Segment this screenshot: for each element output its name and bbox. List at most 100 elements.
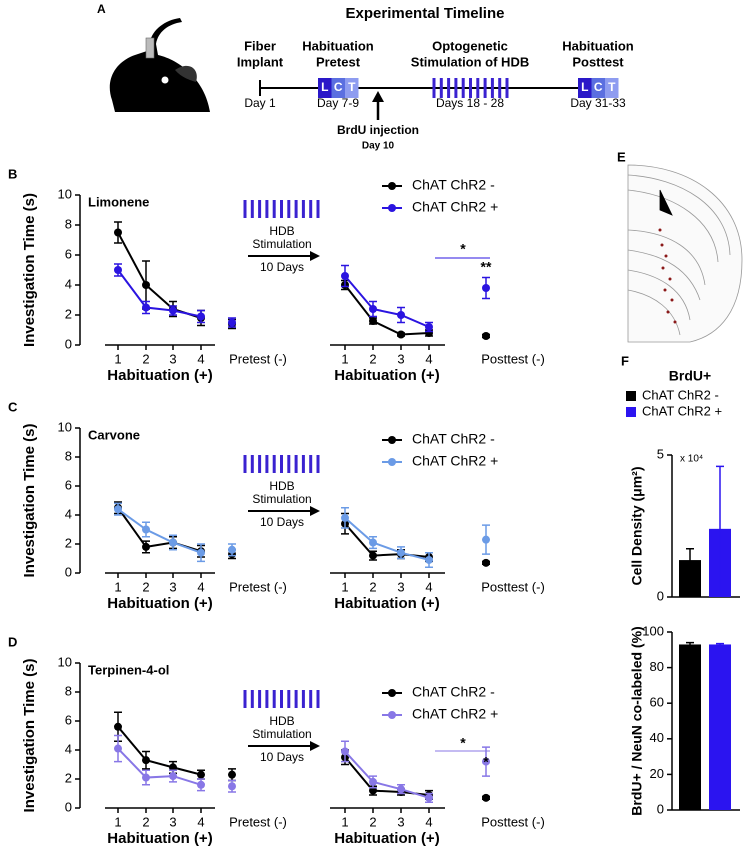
series-line [117, 507, 202, 553]
x-tick-label: Posttest (-) [481, 579, 545, 594]
chart-label: Terpinen-4-ol [88, 662, 169, 677]
x-tick-label: 3 [397, 579, 404, 594]
x-tick-label: 4 [425, 814, 432, 829]
data-point [482, 757, 490, 766]
data-point [197, 548, 205, 557]
test-letter: T [608, 80, 616, 94]
data-point [142, 525, 150, 534]
legend-label: ChAT ChR2 - [642, 387, 719, 402]
panel-label: D [8, 634, 17, 649]
legend-label: ChAT ChR2 + [642, 403, 722, 418]
y-tick-label: 2 [65, 770, 72, 785]
stimulation-label: Stimulation [252, 727, 311, 741]
y-axis-title: Investigation Time (s) [21, 424, 38, 578]
chart-label: Limonene [88, 194, 149, 209]
x-tick-label: 3 [169, 351, 176, 366]
x-group-label: Habituation (+) [334, 367, 439, 384]
bar [709, 644, 731, 810]
mouse-illustration [109, 18, 210, 112]
y-tick-label: 6 [65, 477, 72, 492]
data-point [482, 558, 490, 567]
stage-label: Optogenetic [432, 38, 508, 53]
x-group-label: Habituation (+) [107, 595, 212, 612]
y-tick-label: 0 [65, 336, 72, 351]
x-tick-label: 4 [425, 351, 432, 366]
y-axis-title: BrdU+ / NeuN co-labeled (%) [629, 626, 645, 815]
data-point [397, 785, 405, 794]
stage-label: Habituation [562, 38, 634, 53]
y-tick-label: 4 [65, 741, 72, 756]
stimulation-label: 10 Days [260, 750, 304, 764]
x-tick-label: 1 [114, 351, 121, 366]
x-tick-label: 2 [369, 351, 376, 366]
series-line [117, 747, 202, 786]
data-point [114, 744, 122, 753]
chart-title: BrdU+ [669, 368, 711, 384]
data-point [341, 513, 349, 522]
legend-marker [388, 204, 396, 212]
y-tick-label: 10 [58, 186, 72, 201]
data-point [197, 312, 205, 321]
series-line [117, 508, 202, 554]
test-letter: C [334, 80, 343, 94]
y-axis-title: Investigation Time (s) [21, 193, 38, 347]
stimulation-label: HDB [269, 714, 294, 728]
y-tick-label: 6 [65, 712, 72, 727]
data-point [425, 555, 433, 564]
data-point [228, 782, 236, 791]
x-tick-label: 4 [425, 579, 432, 594]
axis-multiplier: x 10⁴ [680, 454, 703, 465]
y-tick-label: 100 [642, 623, 664, 638]
stage-label: Fiber [244, 38, 276, 53]
data-point [397, 548, 405, 557]
y-tick-label: 2 [65, 306, 72, 321]
data-point [482, 284, 490, 292]
data-point [369, 777, 377, 786]
legend-marker [388, 458, 396, 466]
legend-label: ChAT ChR2 + [412, 453, 498, 469]
legend-marker [388, 182, 396, 190]
y-tick-label: 0 [65, 799, 72, 814]
significance-label: * [460, 735, 466, 751]
y-tick-label: 8 [65, 683, 72, 698]
x-tick-label: 1 [341, 351, 348, 366]
legend-marker [388, 711, 396, 719]
data-point [142, 542, 150, 551]
y-tick-label: 2 [65, 535, 72, 550]
data-point [142, 756, 150, 765]
legend-marker [388, 689, 396, 697]
y-tick-label: 10 [58, 654, 72, 669]
series-line [117, 269, 202, 318]
stage-day: Day 7-9 [317, 96, 359, 110]
error-bar [686, 547, 694, 573]
y-tick-label: 6 [65, 246, 72, 261]
x-group-label: Habituation (+) [107, 830, 212, 847]
x-tick-label: 2 [142, 351, 149, 366]
stimulation-arrowhead [310, 506, 320, 516]
injection-day: Day 10 [362, 141, 395, 152]
data-point [228, 545, 236, 554]
y-axis-title: Investigation Time (s) [21, 659, 38, 813]
x-tick-label: 3 [397, 351, 404, 366]
stage-day: Days 18 - 28 [436, 96, 504, 110]
legend-swatch [626, 391, 636, 401]
series-line [344, 750, 430, 799]
stage-day: Day 31-33 [570, 96, 626, 110]
stimulation-label: Stimulation [252, 492, 311, 506]
stage-label: Posttest [572, 54, 624, 69]
data-point [114, 228, 122, 237]
data-point [482, 535, 490, 544]
stimulation-arrowhead [310, 741, 320, 751]
x-tick-label: 1 [341, 814, 348, 829]
x-tick-label: 1 [341, 579, 348, 594]
data-point [482, 793, 490, 802]
data-point [369, 538, 377, 547]
x-tick-label: Posttest (-) [481, 351, 545, 366]
test-box [318, 78, 332, 98]
y-tick-label: 10 [58, 419, 72, 434]
y-tick-label: 8 [65, 448, 72, 463]
legend-marker [388, 436, 396, 444]
brain-section-illustration [627, 164, 743, 343]
x-tick-label: Pretest (-) [229, 351, 287, 366]
